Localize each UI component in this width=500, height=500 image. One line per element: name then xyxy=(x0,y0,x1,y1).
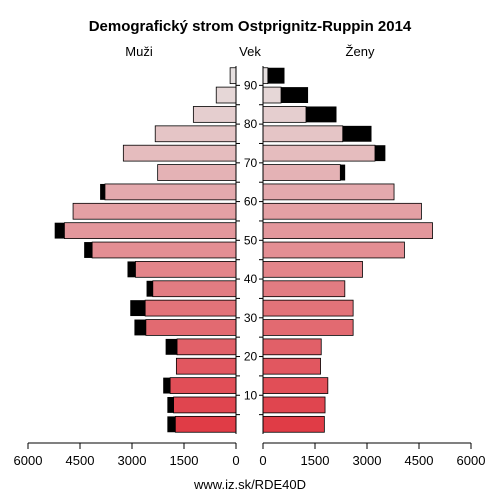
women-bar-15-19 xyxy=(262,357,321,375)
men-bar-90-94 xyxy=(229,67,237,85)
women-excess-bar-80-84 xyxy=(305,106,337,123)
women-excess-bar-90-94 xyxy=(267,67,285,84)
age-axis-label: Vek xyxy=(239,44,261,59)
women-bar-70-74 xyxy=(262,144,376,162)
men-excess-bar-60-64 xyxy=(100,183,105,200)
women-bar-90-94 xyxy=(262,67,269,85)
men-x-tick-label: 4500 xyxy=(66,453,95,468)
men-x-tick-label: 1500 xyxy=(170,453,199,468)
men-label: Muži xyxy=(125,44,153,59)
women-bar-75-79 xyxy=(262,125,344,143)
axes-group: 10 20 30 40 50 60 70 80 90 0 0 1500 1500 3000 3000 4500… xyxy=(14,66,486,468)
men-bar-20-24 xyxy=(176,338,237,356)
women-bar-80-84 xyxy=(262,106,307,123)
bars-group xyxy=(54,67,433,433)
women-x-tick-label: 3000 xyxy=(353,453,382,468)
women-bar-45-49 xyxy=(262,241,405,259)
men-excess-bar-20-24 xyxy=(165,338,178,355)
men-bar-25-29 xyxy=(145,319,237,336)
men-excess-bar-30-34 xyxy=(130,300,146,317)
age-tick-label: 30 xyxy=(244,311,258,325)
age-tick-label: 60 xyxy=(244,195,258,209)
women-bar-40-44 xyxy=(262,261,363,278)
men-bar-45-49 xyxy=(91,241,237,259)
men-bar-40-44 xyxy=(135,261,237,278)
men-bar-85-89 xyxy=(215,86,237,104)
men-bar-50-54 xyxy=(64,222,237,239)
men-bar-65-69 xyxy=(157,164,237,181)
men-bar-30-34 xyxy=(144,299,237,317)
men-bar-70-74 xyxy=(122,144,237,162)
men-bar-10-14 xyxy=(169,377,237,394)
source-label: www.iz.sk/RDE40D xyxy=(193,477,306,492)
men-excess-bar-45-49 xyxy=(84,242,93,258)
age-tick-label: 90 xyxy=(244,78,258,92)
men-bar-55-59 xyxy=(72,202,237,220)
women-excess-bar-70-74 xyxy=(374,145,386,162)
women-label: Ženy xyxy=(346,44,375,59)
men-excess-bar-5-9 xyxy=(167,397,174,413)
women-excess-bar-75-79 xyxy=(342,125,372,142)
chart-title: Demografický strom Ostprignitz-Ruppin 20… xyxy=(89,18,412,35)
age-tick-label: 40 xyxy=(244,272,258,286)
age-tick-label: 50 xyxy=(244,233,258,247)
men-excess-bar-0-4 xyxy=(167,416,176,433)
women-excess-bar-65-69 xyxy=(340,164,346,181)
women-x-tick-label: 1500 xyxy=(301,453,330,468)
women-bar-5-9 xyxy=(262,396,326,414)
women-bar-50-54 xyxy=(262,222,433,239)
women-x-tick-label: 0 xyxy=(259,453,266,468)
men-x-tick-label: 0 xyxy=(232,453,239,468)
women-x-tick-label: 6000 xyxy=(457,453,486,468)
women-bar-35-39 xyxy=(262,280,346,298)
women-bar-55-59 xyxy=(262,202,422,220)
men-excess-bar-25-29 xyxy=(134,319,146,336)
men-bar-5-9 xyxy=(173,396,237,414)
men-excess-bar-50-54 xyxy=(54,222,65,239)
women-bar-60-64 xyxy=(262,183,395,201)
men-bar-35-39 xyxy=(152,280,237,298)
women-x-tick-label: 4500 xyxy=(405,453,434,468)
women-bar-85-89 xyxy=(262,86,282,104)
men-x-tick-label: 6000 xyxy=(14,453,43,468)
women-bar-0-4 xyxy=(262,415,325,433)
age-tick-label: 10 xyxy=(244,388,258,402)
women-bar-65-69 xyxy=(262,164,341,181)
men-bar-15-19 xyxy=(175,357,237,375)
women-bar-10-14 xyxy=(262,377,329,394)
men-bar-60-64 xyxy=(104,183,237,201)
age-tick-label: 80 xyxy=(244,117,258,131)
men-bar-0-4 xyxy=(174,415,237,433)
women-bar-20-24 xyxy=(262,338,322,356)
men-excess-bar-35-39 xyxy=(146,280,153,297)
women-bar-30-34 xyxy=(262,299,354,317)
men-bar-75-79 xyxy=(154,125,237,143)
age-tick-label: 70 xyxy=(244,156,258,170)
men-bar-80-84 xyxy=(192,106,237,123)
men-excess-bar-10-14 xyxy=(163,377,171,394)
women-excess-bar-85-89 xyxy=(281,87,309,103)
men-excess-bar-40-44 xyxy=(127,261,136,278)
age-tick-label: 20 xyxy=(244,350,258,364)
men-x-tick-label: 3000 xyxy=(118,453,147,468)
women-bar-25-29 xyxy=(262,319,354,336)
